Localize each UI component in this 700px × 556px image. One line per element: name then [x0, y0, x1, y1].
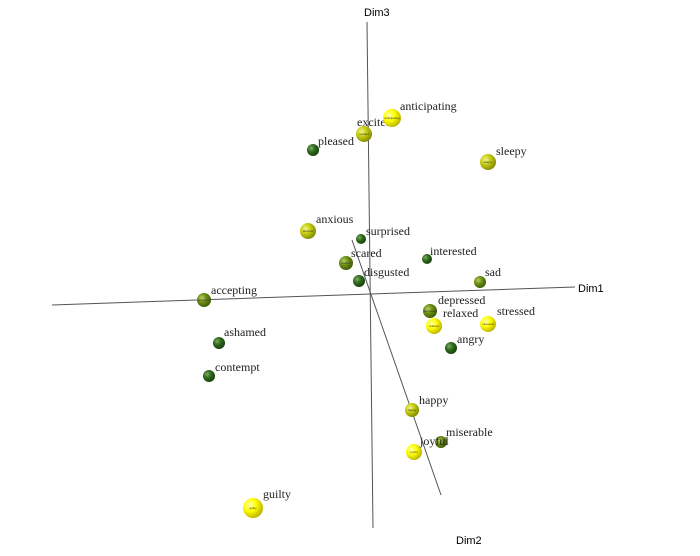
point-marker-interested: [422, 254, 432, 264]
point-label-relaxed: relaxed: [443, 306, 478, 320]
point-marker-text-anticipating: anticipating: [384, 116, 400, 120]
point-marker-text-relaxed: relaxed: [429, 324, 439, 328]
point-relaxed: relaxed relaxed: [426, 306, 478, 334]
point-label-scared: scared: [351, 246, 382, 260]
point-marker-anxious: [300, 223, 316, 239]
axis-dim3-label: Dim3: [364, 7, 390, 19]
point-guilty: guilty guilty: [243, 487, 291, 518]
point-label-anxious: anxious: [316, 212, 354, 226]
point-label-sleepy: sleepy: [496, 144, 527, 158]
point-label-excited: excited: [357, 115, 392, 129]
point-marker-happy: [405, 403, 419, 417]
point-contempt: contempt: [203, 360, 260, 382]
axis-dim3-line: [366, 21, 374, 529]
point-surprised: surprised: [356, 224, 410, 244]
axis-dim2-label: Dim2: [456, 535, 482, 547]
point-label-anticipating: anticipating: [400, 99, 457, 113]
point-label-accepting: accepting: [211, 283, 257, 297]
point-marker-sleepy: [480, 154, 496, 170]
point-marker-text-depressed: depressed: [423, 309, 437, 313]
axis-dim2-line: [351, 239, 442, 496]
point-marker-text-happy: happy: [408, 408, 417, 412]
axis-dim1-line: [51, 286, 576, 306]
point-marker-stressed: [480, 316, 496, 332]
point-marker-accepting: [197, 293, 211, 307]
point-label-interested: interested: [430, 244, 477, 258]
point-marker-sad: [474, 276, 486, 288]
point-marker-angry: [445, 342, 457, 354]
point-marker-pleased: [307, 144, 319, 156]
point-marker-anticipating: [383, 109, 401, 127]
point-marker-surprised: [356, 234, 366, 244]
point-marker-text-scared: scared: [341, 261, 350, 265]
point-pleased: pleased: [307, 134, 354, 156]
axis-dim1-label: Dim1: [578, 283, 604, 295]
point-marker-miserable: [435, 436, 447, 448]
point-label-surprised: surprised: [366, 224, 410, 238]
point-label-pleased: pleased: [318, 134, 354, 148]
point-label-guilty: guilty: [263, 487, 291, 501]
point-label-contempt: contempt: [215, 360, 260, 374]
point-marker-text-excited: excited: [359, 132, 369, 136]
point-interested: interested: [422, 244, 477, 264]
point-marker-excited: [356, 126, 372, 142]
point-excited: excited excited: [356, 115, 392, 142]
point-marker-depressed: [423, 304, 437, 318]
point-marker-text-accepting: accepting: [198, 298, 211, 302]
point-marker-text-guilty: guilty: [249, 506, 257, 510]
point-label-stressed: stressed: [497, 304, 535, 318]
point-marker-ashamed: [213, 337, 225, 349]
point-angry: angry: [445, 332, 484, 354]
point-label-miserable: miserable: [446, 425, 493, 439]
point-marker-relaxed: [426, 318, 442, 334]
point-label-sad: sad: [485, 265, 501, 279]
point-label-ashamed: ashamed: [224, 325, 266, 339]
point-marker-text-anxious: anxious: [303, 229, 314, 233]
point-label-joyful: joyful: [419, 434, 449, 448]
point-label-disgusted: disgusted: [364, 265, 409, 279]
data-points: surprised interested pleased disgusted sad an…: [197, 99, 535, 518]
point-marker-contempt: [203, 370, 215, 382]
point-marker-disgusted: [353, 275, 365, 287]
point-label-angry: angry: [457, 332, 484, 346]
point-disgusted: disgusted: [353, 265, 409, 287]
point-label-happy: happy: [419, 393, 448, 407]
point-miserable: miserable: [435, 425, 493, 448]
point-marker-text-sleepy: sleepy: [484, 160, 493, 164]
point-label-depressed: depressed: [438, 293, 485, 307]
point-marker-text-stressed: stressed: [482, 322, 494, 326]
point-marker-scared: [339, 256, 353, 270]
point-sad: sad: [474, 265, 501, 288]
point-marker-guilty: [243, 498, 263, 518]
point-ashamed: ashamed: [213, 325, 266, 349]
point-marker-joyful: [406, 444, 422, 460]
point-marker-text-joyful: joyful: [409, 450, 417, 454]
